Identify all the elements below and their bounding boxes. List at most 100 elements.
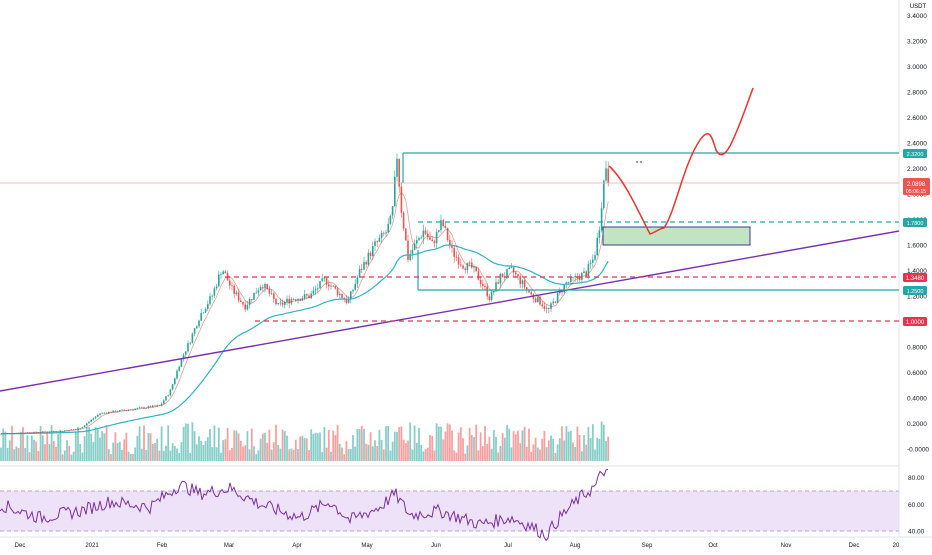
- volume-bar: [101, 431, 104, 461]
- candle-body: [517, 274, 519, 277]
- volume-bar: [558, 438, 561, 461]
- time-tick-label: May: [361, 543, 372, 549]
- volume-bar: [154, 443, 156, 461]
- target-zone-box[interactable]: [602, 226, 751, 246]
- volume-bar: [63, 450, 66, 461]
- time-axis[interactable]: Dec 2021 Feb Mar Apr May Jun Jul Aug Sep Oct Nov Dec…: [15, 543, 900, 549]
- candle-body: [171, 384, 174, 390]
- volume-bar: [46, 432, 49, 461]
- volume-bar: [585, 444, 588, 461]
- volume-bar: [501, 433, 504, 461]
- volume-bar: [462, 438, 464, 461]
- candle-body: [479, 279, 482, 284]
- volume-bar: [103, 433, 106, 461]
- volume-bar: [393, 431, 396, 461]
- volume-bar: [312, 433, 315, 461]
- volume-bar: [541, 438, 544, 461]
- candle-body: [136, 408, 139, 409]
- volume-bar: [565, 426, 568, 461]
- candle-body: [589, 262, 592, 265]
- volume-bar: [165, 445, 167, 461]
- volume-bar: [499, 445, 502, 461]
- candle-body: [336, 288, 339, 296]
- volume-bar: [431, 436, 434, 461]
- volume-bar: [66, 440, 68, 461]
- projection-path[interactable]: [608, 87, 754, 235]
- candle-body: [570, 276, 572, 283]
- candle-body: [453, 247, 455, 257]
- volume-bar: [594, 449, 596, 461]
- price-tick-label: 2.4000: [907, 141, 927, 148]
- volume-bar: [147, 433, 150, 461]
- volume-bar: [294, 439, 297, 461]
- volume-bar: [426, 447, 429, 461]
- volume-bar: [602, 424, 605, 461]
- volume-bar: [521, 430, 524, 461]
- candle-body: [330, 285, 332, 287]
- price-tick-label: 3.4000: [907, 13, 927, 20]
- volume-bar: [325, 447, 328, 461]
- volume-bar: [191, 422, 194, 461]
- volume-bar: [418, 427, 420, 461]
- volume-bar: [35, 441, 38, 461]
- volume-bar: [112, 442, 115, 461]
- volume-bar: [11, 425, 13, 461]
- volume-bar: [580, 451, 583, 461]
- price-tick-label: 0.2000: [907, 421, 927, 428]
- candle-body: [81, 427, 84, 429]
- volume-bar: [451, 430, 453, 461]
- candle-body: [235, 292, 238, 294]
- last-price-text: 2.0898: [907, 182, 926, 188]
- volume-bar: [464, 453, 467, 461]
- volume-bar: [299, 436, 302, 461]
- candle-body: [310, 293, 312, 299]
- candle-body: [484, 286, 486, 287]
- purple-trendline[interactable]: [0, 230, 900, 392]
- candle-body: [523, 280, 526, 288]
- volume-bar: [607, 436, 610, 461]
- volume-bar: [371, 446, 374, 461]
- volume-bar: [444, 431, 447, 461]
- volume-bar: [176, 448, 178, 461]
- candle-body: [270, 293, 273, 295]
- candle-body: [424, 230, 427, 234]
- candle-body: [394, 176, 396, 207]
- volume-bar: [193, 431, 196, 461]
- volume-bar: [2, 428, 5, 461]
- volume-bar: [380, 440, 383, 461]
- volume-bar: [490, 448, 493, 461]
- candle-body: [246, 304, 249, 310]
- candle-body: [308, 295, 310, 299]
- candle-body: [211, 295, 213, 297]
- volume-bar: [424, 449, 427, 461]
- volume-bar: [543, 430, 546, 461]
- rsi-axis[interactable]: 80.00 60.00 40.00: [908, 475, 925, 535]
- candle-body: [121, 409, 123, 411]
- time-tick-label: Dec: [849, 543, 860, 549]
- candle-body: [552, 301, 554, 304]
- volume-bar: [539, 449, 541, 461]
- volume-bar: [70, 454, 73, 461]
- volume-bar: [15, 446, 18, 461]
- candle-body: [178, 366, 180, 371]
- candle-body: [563, 284, 565, 293]
- volume-bar: [114, 432, 117, 461]
- candle-body: [374, 241, 376, 247]
- candle-body: [400, 186, 403, 213]
- volume-bar: [477, 450, 480, 461]
- volume-bar: [554, 452, 557, 461]
- volume-bar: [367, 444, 370, 461]
- volume-bar: [83, 436, 86, 461]
- candle-body: [138, 407, 141, 409]
- volume-bar: [563, 440, 566, 461]
- candle-body: [237, 292, 240, 301]
- candle-body: [99, 413, 101, 415]
- candle-body: [262, 287, 264, 289]
- candle-body: [578, 277, 581, 280]
- candle-body: [185, 351, 187, 355]
- volume-bar: [411, 449, 414, 461]
- volume-bar: [200, 440, 203, 461]
- time-tick-label: 20: [893, 543, 900, 549]
